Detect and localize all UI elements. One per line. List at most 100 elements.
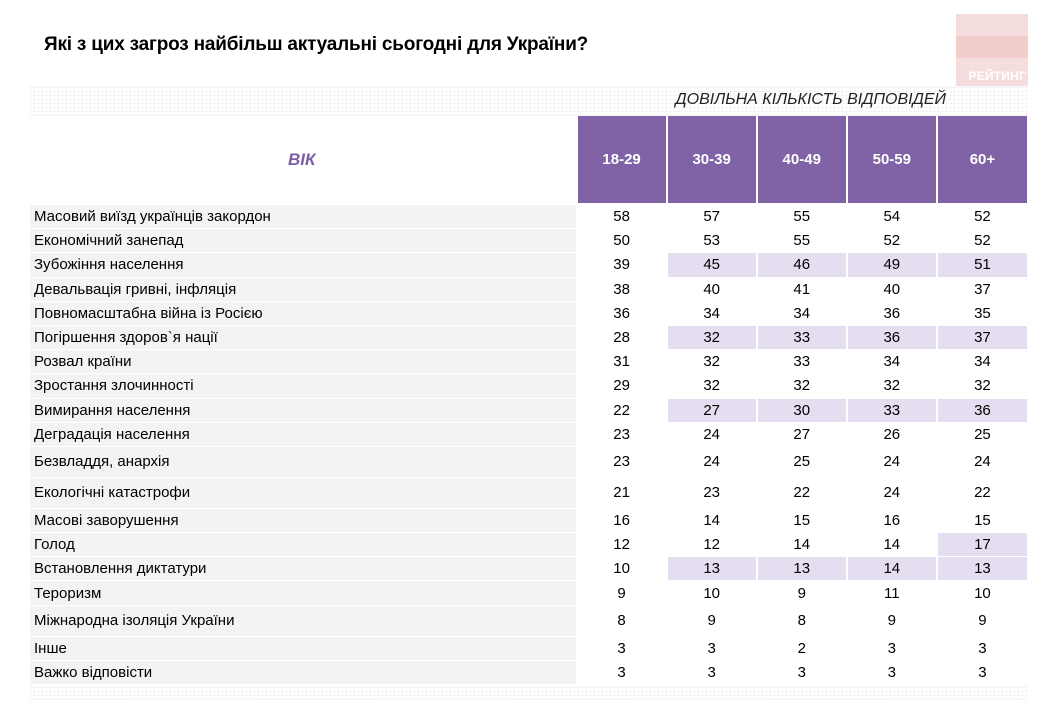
value-cell: 28	[575, 325, 667, 351]
value-cell: 3	[935, 636, 1027, 661]
table-row: Економічний занепад 50 53 55 52 52	[30, 228, 1027, 254]
row-label: Деградація населення	[30, 422, 577, 447]
value-cell: 29	[575, 373, 667, 399]
row-label: Зростання злочинності	[30, 373, 577, 399]
value-cell: 9	[575, 580, 667, 606]
table-body: Масовий виїзд українців закордон 58 57 55 54…	[30, 204, 1027, 686]
value-cell: 9	[935, 605, 1027, 637]
value-cell: 52	[935, 204, 1027, 230]
value-cell: 57	[665, 204, 757, 230]
value-cell: 12	[665, 532, 757, 558]
age-column-header: 30-39	[665, 116, 757, 205]
value-cell: 14	[845, 556, 937, 582]
value-cell: 34	[755, 301, 847, 326]
age-header: ВІК	[30, 116, 577, 205]
value-cell: 10	[665, 580, 757, 606]
table-subtitle: ДОВІЛЬНА КІЛЬКІСТЬ ВІДПОВІДЕЙ	[675, 91, 946, 108]
value-cell: 52	[935, 228, 1027, 254]
value-cell: 24	[845, 477, 937, 509]
value-cell: 2	[755, 636, 847, 661]
value-cell: 53	[665, 228, 757, 254]
value-cell: 27	[665, 398, 757, 423]
value-cell: 23	[665, 477, 757, 509]
table-row: Інше 3 3 2 3 3	[30, 636, 1027, 661]
table-row: Екологічні катастрофи 21 23 22 24 22	[30, 477, 1027, 509]
value-cell: 16	[575, 508, 667, 534]
value-cell: 3	[575, 660, 667, 686]
table-row: Погіршення здоров`я нації 28 32 33 36 37	[30, 325, 1027, 351]
value-cell: 46	[755, 252, 847, 278]
table-row: Деградація населення 23 24 27 26 25	[30, 422, 1027, 447]
value-cell: 24	[665, 422, 757, 447]
value-cell: 26	[845, 422, 937, 447]
value-cell: 36	[575, 301, 667, 326]
row-label: Зубожіння населення	[30, 252, 577, 278]
value-cell: 21	[575, 477, 667, 509]
table-row: Міжнародна ізоляція України 8 9 8 9 9	[30, 605, 1027, 637]
value-cell: 10	[935, 580, 1027, 606]
value-cell: 24	[845, 446, 937, 478]
value-cell: 25	[755, 446, 847, 478]
value-cell: 41	[755, 277, 847, 302]
value-cell: 22	[935, 477, 1027, 509]
value-cell: 8	[755, 605, 847, 637]
row-label: Міжнародна ізоляція України	[30, 605, 577, 637]
value-cell: 34	[665, 301, 757, 326]
row-label: Погіршення здоров`я нації	[30, 325, 577, 351]
value-cell: 50	[575, 228, 667, 254]
row-label: Безвладдя, анархія	[30, 446, 577, 478]
value-cell: 36	[935, 398, 1027, 423]
table-row: Масові заворушення 16 14 15 16 15	[30, 508, 1027, 534]
value-cell: 3	[845, 660, 937, 686]
value-cell: 49	[845, 252, 937, 278]
row-label: Важко відповісти	[30, 660, 577, 686]
value-cell: 10	[575, 556, 667, 582]
value-cell: 33	[755, 325, 847, 351]
value-cell: 3	[665, 636, 757, 661]
value-cell: 13	[755, 556, 847, 582]
value-cell: 27	[755, 422, 847, 447]
value-cell: 14	[755, 532, 847, 558]
value-cell: 32	[755, 373, 847, 399]
value-cell: 16	[845, 508, 937, 534]
value-cell: 40	[665, 277, 757, 302]
row-label: Повномасштабна війна із Росією	[30, 301, 577, 326]
value-cell: 22	[575, 398, 667, 423]
value-cell: 51	[935, 252, 1027, 278]
value-cell: 32	[665, 325, 757, 351]
row-label: Масовий виїзд українців закордон	[30, 204, 577, 230]
value-cell: 13	[935, 556, 1027, 582]
table-row: Вимирання населення 22 27 30 33 36	[30, 398, 1027, 423]
value-cell: 33	[755, 349, 847, 375]
row-label: Тероризм	[30, 580, 577, 606]
row-label: Девальвація гривні, інфляція	[30, 277, 577, 302]
value-cell: 39	[575, 252, 667, 278]
row-label: Екологічні катастрофи	[30, 477, 577, 509]
value-cell: 37	[935, 277, 1027, 302]
logo-band	[956, 36, 1028, 58]
table-row: Тероризм 9 10 9 11 10	[30, 580, 1027, 606]
value-cell: 11	[845, 580, 937, 606]
value-cell: 40	[845, 277, 937, 302]
value-cell: 15	[755, 508, 847, 534]
value-cell: 23	[575, 446, 667, 478]
row-label: Встановлення диктатури	[30, 556, 577, 582]
value-cell: 3	[665, 660, 757, 686]
page-title: Які з цих загроз найбільш актуальні сьог…	[44, 34, 589, 55]
row-label: Масові заворушення	[30, 508, 577, 534]
table-header-row: ВІК 18-29 30-39 40-49 50-59 60+	[30, 116, 1027, 205]
value-cell: 54	[845, 204, 937, 230]
value-cell: 14	[665, 508, 757, 534]
row-label: Економічний занепад	[30, 228, 577, 254]
table-row: Розвал країни 31 32 33 34 34	[30, 349, 1027, 375]
value-cell: 24	[665, 446, 757, 478]
value-cell: 14	[845, 532, 937, 558]
rating-logo: РЕЙТИНГ	[956, 14, 1028, 86]
value-cell: 32	[845, 373, 937, 399]
value-cell: 52	[845, 228, 937, 254]
value-cell: 30	[755, 398, 847, 423]
value-cell: 9	[845, 605, 937, 637]
table-row: Зростання злочинності 29 32 32 32 32	[30, 373, 1027, 399]
value-cell: 9	[755, 580, 847, 606]
value-cell: 32	[935, 373, 1027, 399]
